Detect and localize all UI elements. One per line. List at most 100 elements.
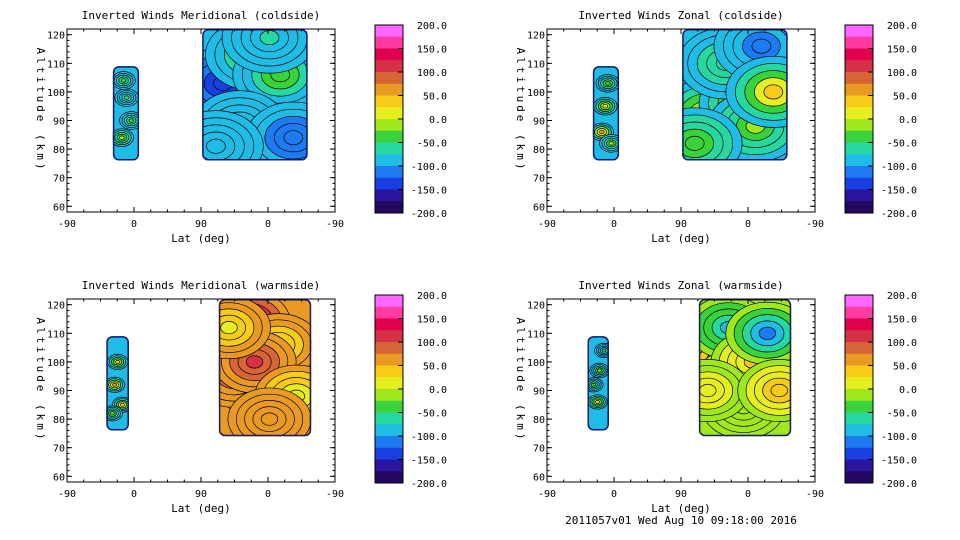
colorbar-tick-label: 50.0 bbox=[423, 362, 447, 373]
x-tick-label: 0 bbox=[265, 489, 271, 500]
chart-title: Inverted Winds Zonal (warmside) bbox=[578, 279, 783, 292]
colorbar-swatch bbox=[845, 377, 873, 390]
y-tick-label: 120 bbox=[47, 301, 65, 312]
chart-title: Inverted Winds Meridional (coldside) bbox=[82, 9, 320, 22]
colorbar-swatch bbox=[845, 107, 873, 120]
x-tick-label: 90 bbox=[675, 219, 687, 230]
contour-level bbox=[770, 383, 788, 398]
y-axis-label: Altitude (km) bbox=[34, 47, 47, 172]
colorbar-swatch bbox=[375, 201, 403, 214]
colorbar-tick-label: -100.0 bbox=[881, 432, 917, 443]
colorbar-swatch bbox=[375, 25, 403, 38]
y-tick-label: 80 bbox=[53, 145, 65, 156]
colorbar-swatch bbox=[375, 72, 403, 85]
x-axis-label: Lat (deg) bbox=[171, 232, 231, 245]
y-tick-label: 60 bbox=[53, 202, 65, 213]
y-tick-label: 100 bbox=[47, 88, 65, 99]
y-tick-label: 80 bbox=[53, 415, 65, 426]
colorbar-tick-label: -200.0 bbox=[881, 209, 917, 220]
contour-level bbox=[123, 95, 130, 100]
colorbar-swatch bbox=[375, 471, 403, 484]
contour-level bbox=[601, 348, 607, 353]
colorbar-swatch bbox=[375, 424, 403, 437]
colorbar-tick-label: 200.0 bbox=[417, 21, 447, 32]
colorbar-swatch bbox=[845, 25, 873, 38]
x-tick-label: 90 bbox=[675, 489, 687, 500]
colorbar-swatch bbox=[845, 424, 873, 437]
colorbar-swatch bbox=[375, 330, 403, 343]
chart-panel-zonal-coldside: Inverted Winds Zonal (coldside) -90 0 90 0-… bbox=[514, 9, 917, 245]
contour-level bbox=[597, 368, 602, 373]
contour-block bbox=[587, 336, 609, 431]
colorbar-swatch bbox=[375, 189, 403, 202]
colorbar-tick-label: 100.0 bbox=[417, 68, 447, 79]
colorbar-swatch bbox=[845, 447, 873, 460]
contour-level bbox=[599, 129, 605, 135]
plot-area: -90 0 90 0 -90 60 70 80 90 100 110 120 bbox=[47, 28, 344, 230]
y-tick-label: 90 bbox=[533, 117, 545, 128]
colorbar-tick-label: 100.0 bbox=[887, 338, 917, 349]
y-tick-label: 60 bbox=[533, 202, 545, 213]
colorbar-swatch bbox=[375, 412, 403, 425]
colorbar-swatch bbox=[845, 201, 873, 214]
contour-level bbox=[758, 326, 777, 340]
y-tick-label: 70 bbox=[533, 444, 545, 455]
colorbar-swatch bbox=[375, 295, 403, 308]
chart-panel-meridional-coldside: Inverted Winds Meridional (coldside) -90… bbox=[34, 9, 447, 245]
y-tick-label: 70 bbox=[53, 444, 65, 455]
colorbar-tick-label: 0.0 bbox=[429, 385, 447, 396]
colorbar-swatch bbox=[845, 400, 873, 413]
contour-level bbox=[608, 141, 615, 146]
colorbar-tick-label: 200.0 bbox=[417, 291, 447, 302]
y-tick-label: 60 bbox=[53, 472, 65, 483]
colorbar-swatch bbox=[845, 306, 873, 319]
contour-level bbox=[220, 321, 238, 335]
contour-level bbox=[763, 84, 784, 100]
colorbar-swatch bbox=[845, 436, 873, 449]
colorbar: 200.0 150.0 100.0 50.0 0.0 -50.0 -100.0 -150.0 -… bbox=[374, 291, 447, 490]
y-axis-label: Altitude (km) bbox=[34, 317, 47, 442]
colorbar-tick-label: 0.0 bbox=[899, 115, 917, 126]
colorbar-tick-label: 50.0 bbox=[893, 92, 917, 103]
y-tick-label: 80 bbox=[533, 145, 545, 156]
colorbar-swatch bbox=[845, 177, 873, 190]
x-tick-label: 0 bbox=[611, 489, 617, 500]
colorbar: 200.0 150.0 100.0 50.0 0.0 -50.0 -100.0 -150.0 -… bbox=[844, 21, 917, 220]
y-tick-label: 110 bbox=[47, 329, 65, 340]
y-tick-label: 110 bbox=[527, 329, 545, 340]
x-axis-label: Lat (deg) bbox=[651, 232, 711, 245]
y-tick-label: 100 bbox=[47, 358, 65, 369]
chart-title: Inverted Winds Meridional (warmside) bbox=[82, 279, 320, 292]
y-tick-label: 60 bbox=[533, 472, 545, 483]
colorbar-swatch bbox=[845, 389, 873, 402]
contour-block bbox=[592, 66, 620, 161]
x-tick-label: 0 bbox=[131, 489, 137, 500]
colorbar-swatch bbox=[845, 154, 873, 167]
colorbar-swatch bbox=[845, 471, 873, 484]
x-tick-label: -90 bbox=[326, 489, 344, 500]
colorbar-tick-label: -200.0 bbox=[411, 479, 447, 490]
colorbar-swatch bbox=[375, 107, 403, 120]
colorbar-swatch bbox=[845, 83, 873, 96]
colorbar-swatch bbox=[845, 330, 873, 343]
colorbar-tick-label: 200.0 bbox=[887, 291, 917, 302]
y-tick-label: 70 bbox=[53, 174, 65, 185]
contour-level bbox=[206, 138, 226, 154]
x-tick-label: -90 bbox=[58, 219, 76, 230]
colorbar-swatch bbox=[845, 72, 873, 85]
colorbar-swatch bbox=[375, 365, 403, 378]
colorbar-swatch bbox=[845, 318, 873, 331]
colorbar-swatch bbox=[375, 318, 403, 331]
colorbar: 200.0 150.0 100.0 50.0 0.0 -50.0 -100.0 -150.0 -… bbox=[844, 291, 917, 490]
colorbar-swatch bbox=[845, 295, 873, 308]
colorbar-swatch bbox=[375, 36, 403, 49]
contour-level bbox=[684, 135, 705, 151]
contour-level bbox=[283, 130, 304, 146]
x-tick-label: 0 bbox=[745, 219, 751, 230]
colorbar-swatch bbox=[845, 459, 873, 472]
plot-area: -90 0 90 0 -90 60 70 80 90 100 110 120 bbox=[527, 28, 824, 230]
colorbar-tick-label: -150.0 bbox=[411, 456, 447, 467]
colorbar-swatch bbox=[375, 353, 403, 366]
x-tick-label: -90 bbox=[538, 219, 556, 230]
colorbar-swatch bbox=[375, 459, 403, 472]
